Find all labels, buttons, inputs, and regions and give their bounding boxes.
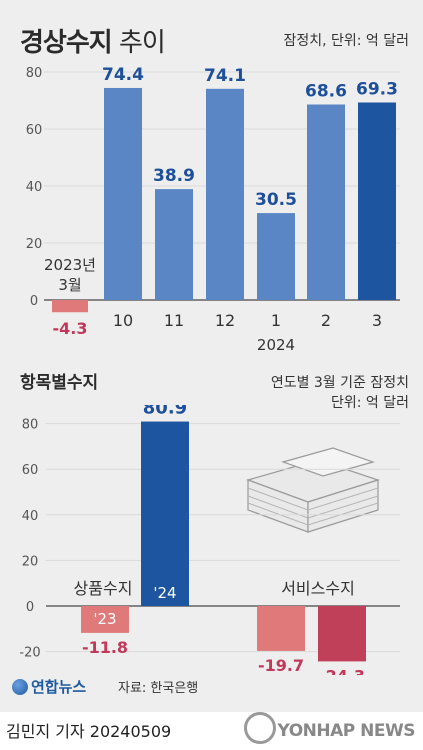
y-tick-label: -20 — [19, 646, 40, 661]
logo-text: 연합뉴스 — [31, 678, 87, 696]
value-label: -11.8 — [82, 638, 128, 657]
section2-note2: 단위: 억 달러 — [330, 395, 409, 411]
source-note: 자료: 한국은행 — [118, 681, 199, 696]
x-tick-label: 11 — [164, 311, 184, 330]
y-tick-label: 20 — [22, 554, 39, 569]
group-label-services: 서비스수지 — [281, 579, 355, 598]
y-tick-label: 60 — [22, 463, 39, 478]
x-tick-label: 2 — [321, 311, 331, 330]
infographic-card: 경상수지 추이 잠정치, 단위: 억 달러 80 60 40 20 0 -4.3 2023년… — [0, 0, 423, 712]
bar-negative — [257, 606, 305, 651]
watermark-text: YONHAP NEWS — [277, 721, 416, 741]
y-tick-label: 80 — [22, 418, 39, 433]
bar-3 — [358, 102, 396, 300]
value-label: -24.3 — [319, 666, 365, 675]
y-tick-label: 80 — [26, 66, 43, 81]
bar-negative — [81, 606, 129, 633]
section2-title: 항목별수지 — [20, 373, 99, 393]
title-bold: 경상수지 — [20, 28, 113, 58]
yonhap-logo: 연합뉴스 — [12, 676, 86, 697]
x-tick-label: 10 — [113, 311, 133, 330]
y-tick-label: 60 — [26, 123, 43, 138]
value-label: -4.3 — [53, 319, 88, 338]
section2-note1: 연도별 3월 기준 잠정치 — [270, 375, 409, 391]
bar-11 — [155, 189, 193, 300]
value-label: 74.1 — [204, 66, 246, 86]
y-tick-label: 0 — [26, 600, 34, 615]
watermark-circle-icon — [243, 712, 276, 744]
value-label: 68.6 — [305, 81, 347, 101]
x-label-2023: 2023년 — [44, 256, 96, 274]
unit-note: 잠정치, 단위: 억 달러 — [283, 33, 409, 49]
chart-title: 경상수지 추이 — [20, 22, 166, 59]
money-stack-icon — [246, 447, 380, 533]
bar-10 — [104, 87, 142, 301]
x-tick-label: 12 — [215, 311, 235, 330]
title-light: 추이 — [111, 28, 166, 58]
y-tick-label: 0 — [30, 294, 38, 309]
value-label: 69.3 — [356, 79, 398, 99]
x-tick-label: 3 — [372, 311, 382, 330]
value-label: 74.4 — [102, 65, 144, 85]
x-label-march: 3월 — [58, 276, 81, 294]
x-tick-label: 1 — [271, 311, 281, 330]
bar-2 — [307, 104, 345, 300]
value-label: 30.5 — [255, 190, 297, 210]
y-tick-label: 40 — [26, 180, 43, 195]
year-label: 2024 — [257, 336, 295, 354]
bar-goods-2024 — [141, 421, 189, 606]
value-label: 38.9 — [153, 166, 195, 186]
y-tick-label: 20 — [26, 237, 43, 252]
group-label-goods: 상품수지 — [74, 579, 133, 598]
value-label: -19.7 — [258, 656, 304, 675]
watermark: YONHAP NEWS — [243, 712, 416, 744]
byline: 김민지 기자 20240509 — [6, 722, 172, 741]
current-account-chart: 806040200-4.32023년3월74.41038.91174.11230… — [26, 65, 400, 354]
bar-negative — [318, 606, 366, 662]
bar-2023-mar — [52, 300, 88, 313]
bar-year-label: '23 — [93, 610, 116, 628]
value-label: 80.9 — [143, 405, 187, 419]
globe-icon — [12, 679, 28, 695]
bar-12 — [206, 88, 244, 300]
y-tick-label: 40 — [22, 509, 39, 524]
by-item-chart: 80 60 40 20 0 -20 -11.8 '23 80.9 '24 -19.7 -24.3 상품수… — [19, 405, 400, 675]
bar-year-label: '24 — [153, 584, 176, 602]
bar-1 — [257, 213, 295, 300]
